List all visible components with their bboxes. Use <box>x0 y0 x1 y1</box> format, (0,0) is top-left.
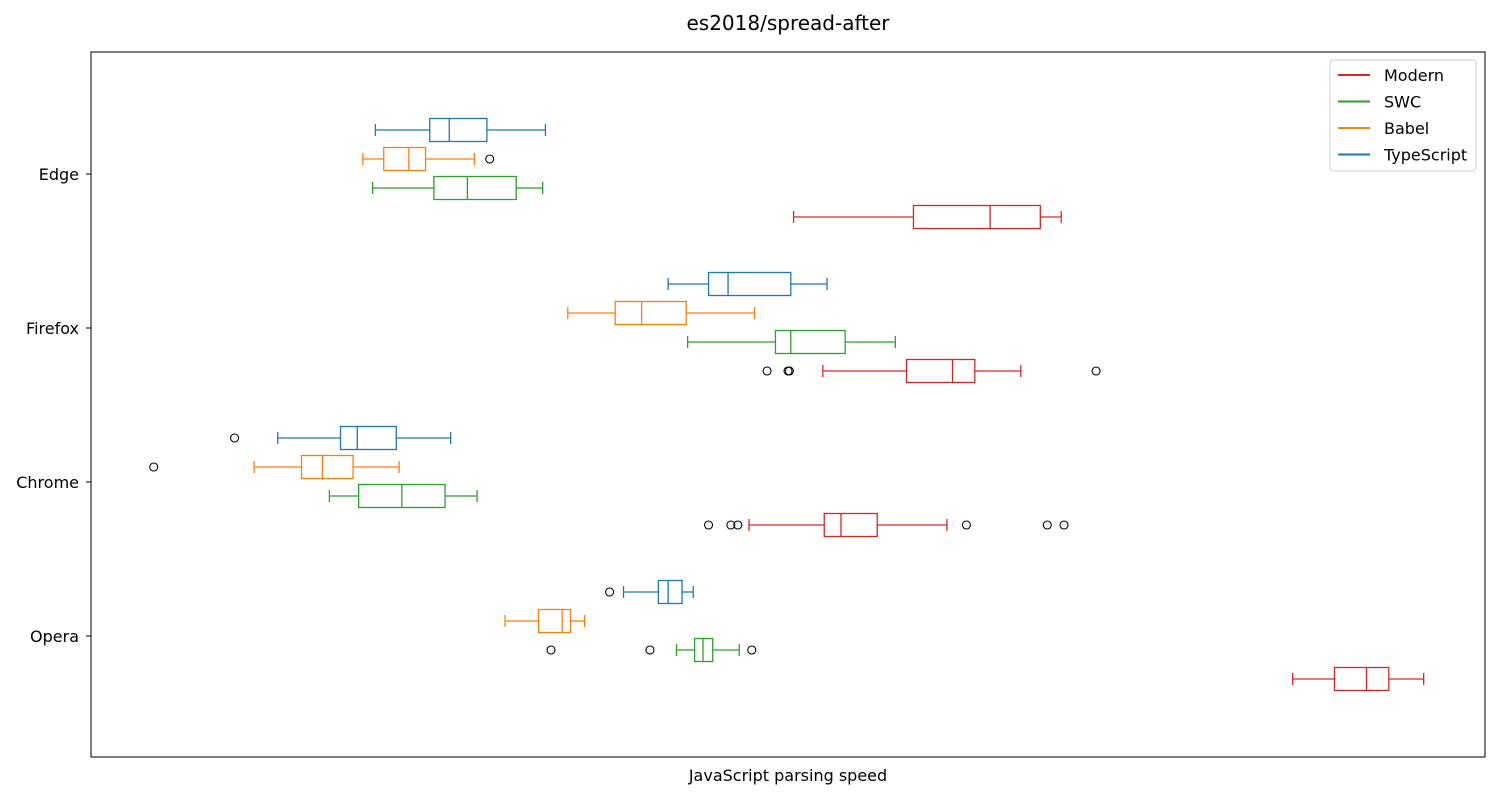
iqr-box <box>537 608 572 634</box>
box-babel-opera <box>504 608 586 634</box>
box-swc-edge <box>371 175 544 201</box>
x-axis-label: JavaScript parsing speed <box>688 766 887 785</box>
legend-label-typescript: TypeScript <box>1383 146 1467 165</box>
outlier-point <box>546 645 556 655</box>
plot-area <box>149 117 1425 692</box>
y-tick-label: Chrome <box>16 473 79 492</box>
outlier-point <box>149 462 159 472</box>
chart-title: es2018/spread-after <box>686 11 890 35</box>
y-axis: Opera Chrome Firefox Edge <box>16 165 91 646</box>
plot-frame <box>90 51 1486 758</box>
outlier-point <box>726 520 736 530</box>
outlier-point <box>747 645 757 655</box>
outlier-point <box>605 587 615 597</box>
iqr-box <box>433 175 517 201</box>
legend-frame <box>1329 59 1477 172</box>
box-typescript-opera <box>605 579 694 605</box>
outlier-point <box>703 520 714 530</box>
legend-label-modern: Modern <box>1384 66 1444 85</box>
legend-label-swc: SWC <box>1384 93 1421 112</box>
iqr-box <box>429 117 488 143</box>
outlier-point <box>762 366 772 376</box>
iqr-box <box>614 300 687 326</box>
iqr-box <box>905 358 976 384</box>
outlier-point <box>783 366 793 376</box>
box-modern-opera <box>1291 666 1425 692</box>
box-typescript-chrome <box>230 425 452 451</box>
box-babel-firefox <box>567 300 756 326</box>
iqr-box <box>774 329 846 355</box>
box-babel-chrome <box>149 454 400 480</box>
outlier-point <box>230 433 240 443</box>
box-swc-opera <box>546 637 757 663</box>
series-babel <box>149 146 756 634</box>
outlier-point <box>645 645 655 655</box>
iqr-box <box>1333 666 1390 692</box>
y-tick-label: Firefox <box>26 319 79 338</box>
iqr-box <box>383 146 427 172</box>
iqr-box <box>693 637 714 663</box>
box-swc-firefox <box>686 329 896 355</box>
box-swc-chrome <box>328 483 478 509</box>
outlier-point <box>961 520 971 530</box>
outlier-point <box>485 154 495 164</box>
series-typescript <box>230 117 828 605</box>
series-swc <box>328 175 896 663</box>
iqr-box <box>912 204 1041 230</box>
outlier-point <box>1042 520 1052 530</box>
box-typescript-firefox <box>667 271 828 297</box>
legend: Modern SWC Babel TypeScript <box>1329 59 1477 172</box>
box-babel-edge <box>362 146 495 172</box>
iqr-box <box>707 271 792 297</box>
y-tick-label: Opera <box>30 627 79 646</box>
box-modern-firefox <box>762 358 1101 384</box>
outlier-point <box>1059 520 1069 530</box>
outlier-point <box>733 520 743 530</box>
y-tick-label: Edge <box>39 165 79 184</box>
box-modern-chrome <box>703 512 1069 538</box>
iqr-box <box>300 454 354 480</box>
iqr-box <box>823 512 878 538</box>
legend-label-babel: Babel <box>1384 119 1429 138</box>
box-typescript-edge <box>374 117 547 143</box>
box-modern-edge <box>792 204 1062 230</box>
iqr-box <box>339 425 397 451</box>
outlier-point <box>1091 366 1101 376</box>
series-modern <box>703 204 1425 692</box>
iqr-box <box>657 579 683 605</box>
